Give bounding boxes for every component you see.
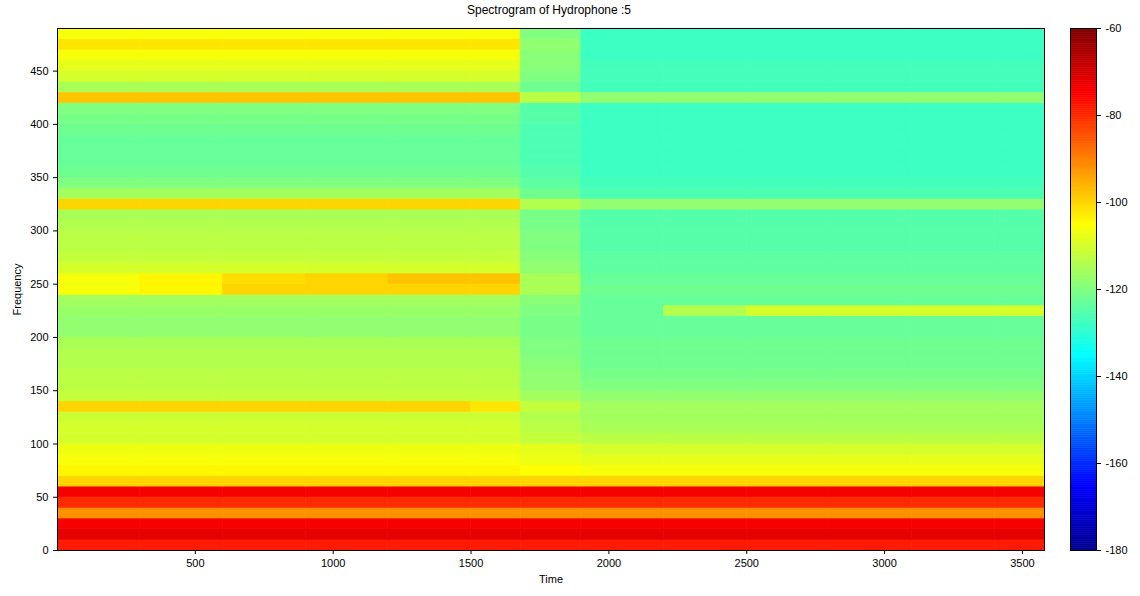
- svg-text:Frequency: Frequency: [11, 263, 23, 315]
- svg-text:-140: -140: [1106, 370, 1128, 382]
- html-text:Spectrogram of Hydrophone :5: Spectrogram of Hydrophone :5: [467, 3, 631, 17]
- svg-text:Time: Time: [539, 573, 563, 585]
- svg-text:300: 300: [30, 224, 48, 236]
- svg-text:500: 500: [186, 557, 204, 569]
- svg-text:-160: -160: [1106, 457, 1128, 469]
- svg-text:350: 350: [30, 171, 48, 183]
- svg-text:1500: 1500: [459, 557, 483, 569]
- svg-text:-80: -80: [1106, 109, 1122, 121]
- svg-text:2500: 2500: [735, 557, 759, 569]
- svg-text:400: 400: [30, 118, 48, 130]
- svg-text:-60: -60: [1106, 22, 1122, 34]
- svg-text:0: 0: [42, 544, 48, 556]
- svg-text:200: 200: [30, 331, 48, 343]
- svg-text:-100: -100: [1106, 196, 1128, 208]
- svg-text:50: 50: [36, 491, 48, 503]
- svg-text:250: 250: [30, 278, 48, 290]
- svg-text:3500: 3500: [1010, 557, 1034, 569]
- svg-text:2000: 2000: [597, 557, 621, 569]
- svg-text:-180: -180: [1106, 544, 1128, 556]
- svg-text:-120: -120: [1106, 283, 1128, 295]
- svg-text:100: 100: [30, 437, 48, 449]
- svg-text:1000: 1000: [321, 557, 345, 569]
- svg-text:3000: 3000: [872, 557, 896, 569]
- svg-text:150: 150: [30, 384, 48, 396]
- svg-text:450: 450: [30, 65, 48, 77]
